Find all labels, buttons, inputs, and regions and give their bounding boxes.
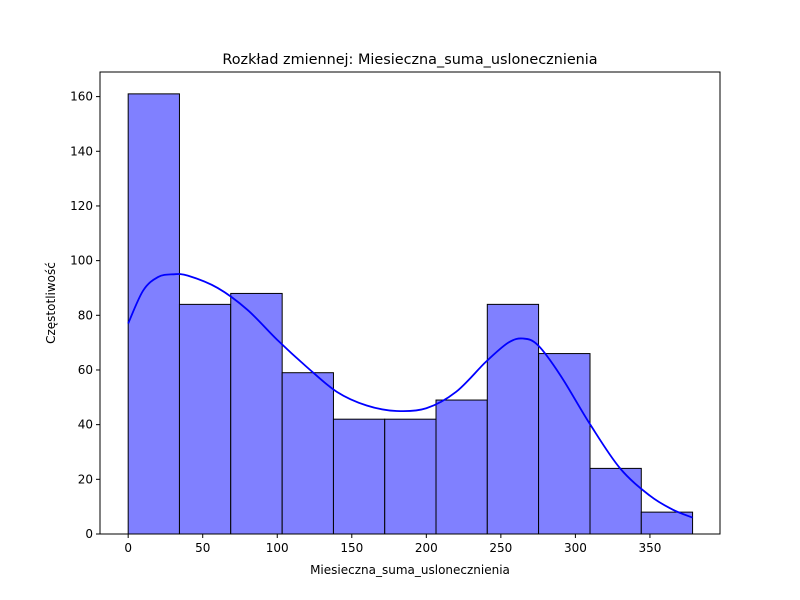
chart-title: Rozkład zmiennej: Miesieczna_suma_uslone… xyxy=(222,52,597,68)
x-tick-label: 150 xyxy=(340,541,363,555)
y-tick-label: 160 xyxy=(70,90,93,104)
histogram-bar-8 xyxy=(538,353,591,535)
x-tick-label: 300 xyxy=(564,541,587,555)
plot-frame xyxy=(99,71,721,535)
y-tick-label: 80 xyxy=(78,308,93,322)
y-tick-label: 60 xyxy=(78,363,93,377)
y-tick-label: 100 xyxy=(70,254,93,268)
y-tick-label: 20 xyxy=(78,472,93,486)
histogram-bar-0 xyxy=(127,93,180,535)
kde-curve xyxy=(127,273,693,519)
y-tick-label: 140 xyxy=(70,144,93,158)
y-tick-label: 120 xyxy=(70,199,93,213)
x-tick-label: 200 xyxy=(415,541,438,555)
histogram-bar-2 xyxy=(230,292,283,535)
x-axis-label: Miesieczna_suma_uslonecznienia xyxy=(310,563,510,577)
histogram-bar-3 xyxy=(281,372,334,535)
x-tick-label: 100 xyxy=(266,541,289,555)
x-tick-label: 50 xyxy=(195,541,210,555)
histogram-bar-9 xyxy=(589,467,642,535)
bars-group xyxy=(127,93,694,535)
x-tick-label: 250 xyxy=(489,541,512,555)
y-tick-label: 0 xyxy=(85,527,93,541)
y-axis-label: Częstotliwość xyxy=(44,262,58,344)
histogram-bar-7 xyxy=(486,303,540,535)
histogram-bar-6 xyxy=(435,399,488,535)
x-axis-ticks: 0 50 100 150 200 250 300 350 xyxy=(124,534,661,555)
y-tick-label: 40 xyxy=(78,418,93,432)
x-tick-label: 0 xyxy=(124,541,132,555)
x-tick-label: 350 xyxy=(638,541,661,555)
histogram-bar-1 xyxy=(178,303,232,535)
histogram-bar-5 xyxy=(384,418,437,535)
y-axis-ticks: 0 20 40 60 80 100 120 140 160 xyxy=(70,90,100,541)
histogram-bar-4 xyxy=(332,418,386,535)
